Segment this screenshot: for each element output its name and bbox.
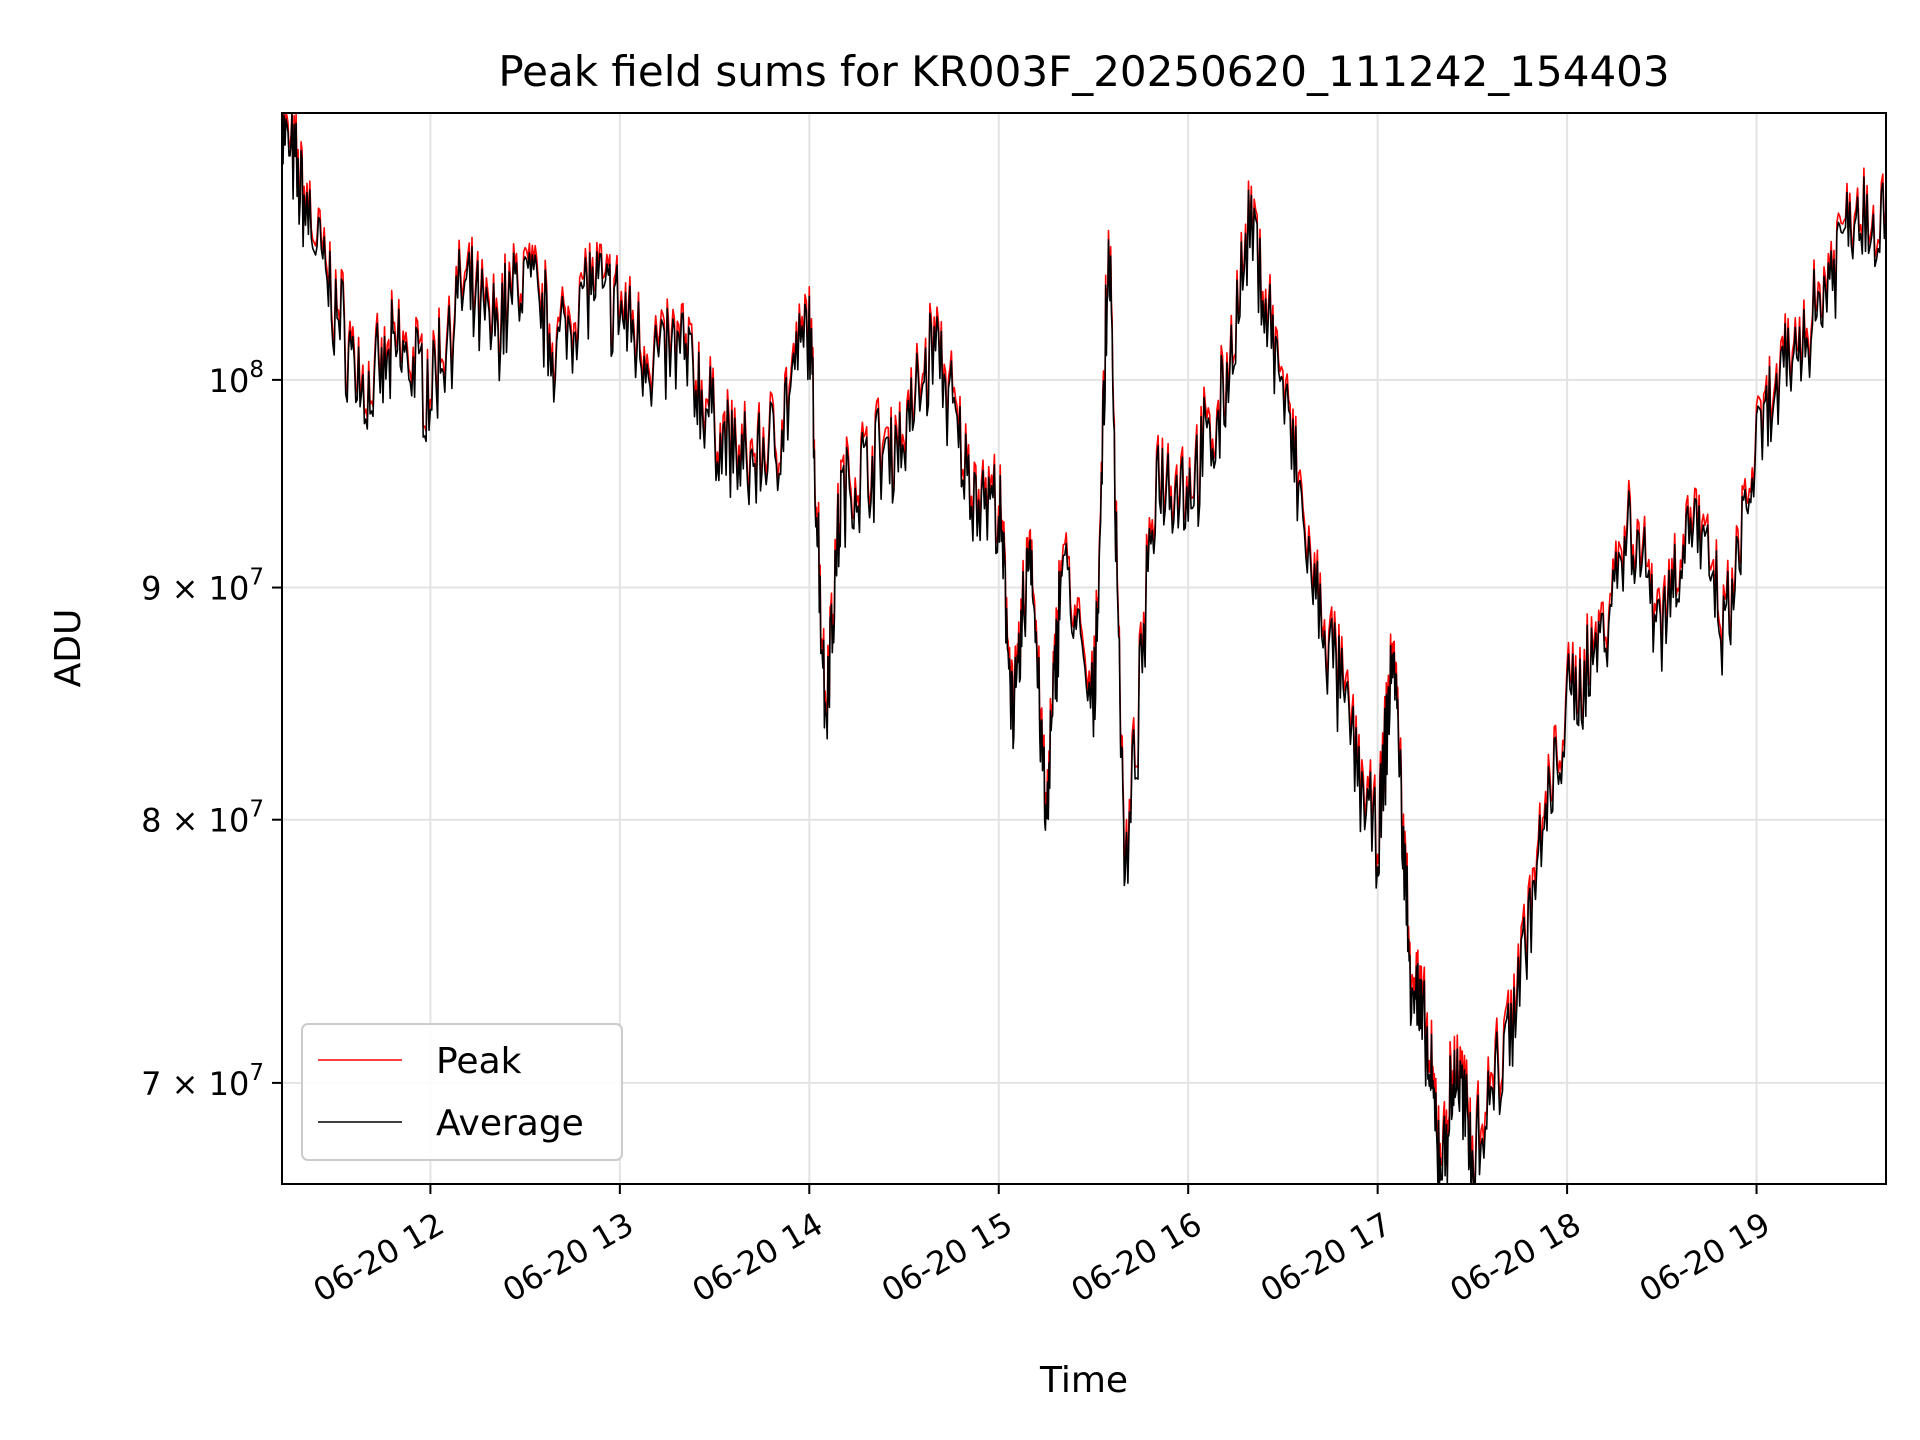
x-tick-label: 06-20 18 [1443, 1205, 1587, 1310]
x-tick-label: 06-20 13 [496, 1205, 640, 1310]
y-axis-label: ADU [48, 609, 89, 688]
x-axis: 06-20 12 06-20 13 06-20 14 06-20 15 06-20 16… [307, 1184, 1777, 1310]
x-tick-label: 06-20 19 [1633, 1205, 1777, 1310]
y-tick-label: 108 [209, 357, 264, 400]
y-tick-label: 9 × 107 [141, 565, 264, 608]
x-tick-label: 06-20 14 [686, 1205, 830, 1310]
y-axis: 108 9 × 107 8 × 107 7 × 107 [141, 357, 282, 1103]
x-tick-label: 06-20 12 [307, 1205, 451, 1310]
plot-frame [281, 112, 1887, 1185]
y-tick-label: 7 × 107 [141, 1060, 264, 1103]
legend: Peak Average [301, 1023, 623, 1161]
legend-box [301, 1023, 623, 1161]
x-tick-label: 06-20 15 [875, 1205, 1019, 1310]
x-axis-label: Time [1039, 1360, 1128, 1401]
legend-label-average: Average [436, 1103, 584, 1144]
x-tick-label: 06-20 16 [1065, 1205, 1209, 1310]
series-layer [281, 112, 1887, 1185]
series-line-average [281, 112, 1887, 1185]
y-tick-label: 8 × 107 [141, 797, 264, 840]
legend-label-peak: Peak [436, 1041, 522, 1082]
chart-title: Peak field sums for KR003F_20250620_1112… [498, 47, 1669, 96]
x-tick-label: 06-20 17 [1254, 1205, 1398, 1310]
